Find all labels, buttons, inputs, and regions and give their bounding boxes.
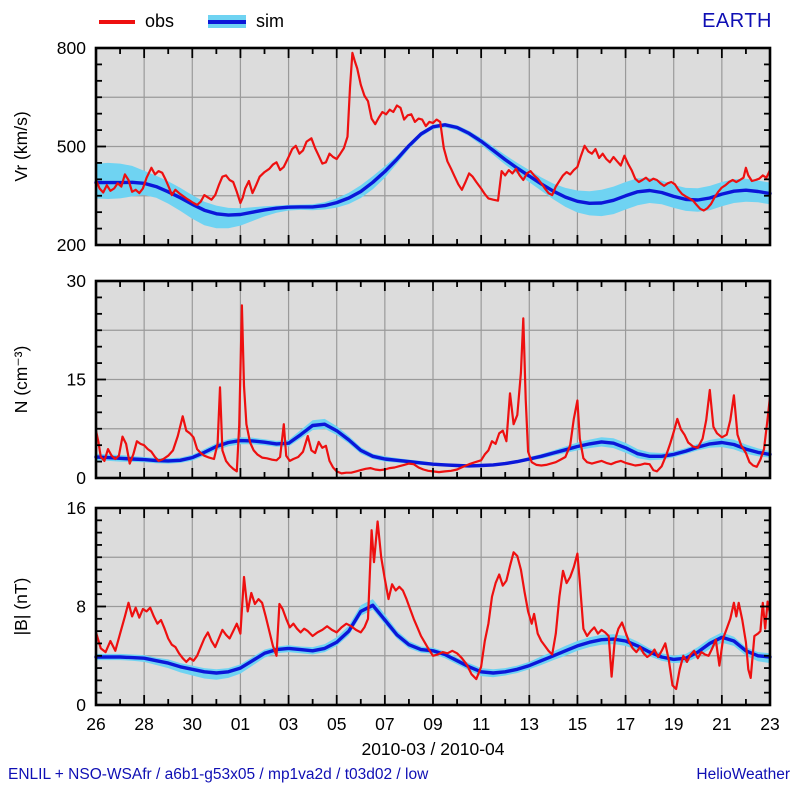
n-axis-title: N (cm⁻³) — [11, 346, 31, 414]
vr-ytick-label: 500 — [57, 137, 86, 157]
b-ytick-label: 0 — [76, 695, 86, 715]
forecast-charts: 200 500 800 Vr (km/s) 0 15 30 N (cm⁻³) 0 8 16 |B| (… — [11, 38, 780, 759]
legend: obs sim — [99, 11, 284, 32]
vr-ytick-label: 200 — [57, 235, 86, 255]
vr-gridlines — [96, 48, 770, 245]
xtick-label: 05 — [327, 714, 346, 734]
xtick-label: 23 — [760, 714, 779, 734]
n-ticks — [95, 280, 771, 479]
b-axis-title: |B| (nT) — [11, 578, 31, 636]
b-obs-line — [94, 520, 772, 691]
b-ticks — [95, 507, 771, 706]
b-frame — [94, 506, 772, 707]
n-frame — [94, 279, 772, 480]
n-ytick-label: 30 — [67, 271, 87, 291]
obs-line-swatch — [99, 19, 135, 24]
target-label: EARTH — [702, 10, 772, 32]
vr-axis-title: Vr (km/s) — [11, 111, 31, 181]
xtick-label: 13 — [520, 714, 539, 734]
vr-obs-line — [94, 51, 771, 212]
model-info: ENLIL + NSO-WSAfr / a6b1-g53x05 / mp1va2… — [8, 766, 429, 783]
n-ytick-label: 15 — [67, 370, 86, 390]
n-sim-line — [94, 422, 772, 468]
panel-n: 0 15 30 N (cm⁻³) — [11, 271, 772, 488]
vr-sim-line — [94, 123, 772, 217]
xtick-label: 17 — [616, 714, 635, 734]
legend-item-sim: sim — [208, 11, 284, 32]
legend-item-obs: obs — [99, 11, 174, 32]
xtick-label: 19 — [664, 714, 683, 734]
xtick-label: 03 — [279, 714, 298, 734]
xtick-label: 01 — [231, 714, 250, 734]
sim-line-swatch — [208, 19, 247, 24]
vr-frame — [94, 46, 772, 247]
obs-legend-label: obs — [145, 11, 175, 31]
x-axis-title: 2010-03 / 2010-04 — [361, 739, 504, 759]
xtick-label: 28 — [134, 714, 153, 734]
xtick-label: 09 — [423, 714, 442, 734]
vr-ytick-label: 800 — [57, 38, 86, 58]
panel-vr: 200 500 800 Vr (km/s) — [11, 38, 772, 255]
vr-ticks — [95, 47, 771, 246]
n-ytick-label: 0 — [76, 468, 86, 488]
xtick-label: 30 — [183, 714, 203, 734]
b-ytick-label: 8 — [76, 597, 86, 617]
xtick-label: 07 — [375, 714, 394, 734]
sim-legend-label: sim — [256, 11, 285, 31]
brand: HelioWeather — [696, 766, 790, 783]
panel-b: 0 8 16 |B| (nT) — [11, 498, 772, 715]
n-obs-line — [94, 304, 772, 475]
xtick-label: 11 — [472, 714, 490, 734]
xtick-label: 15 — [568, 714, 587, 734]
xtick-label: 21 — [712, 714, 731, 734]
sim-band-swatch — [208, 15, 247, 28]
xtick-label: 26 — [86, 714, 105, 734]
b-ytick-label: 16 — [67, 498, 86, 518]
